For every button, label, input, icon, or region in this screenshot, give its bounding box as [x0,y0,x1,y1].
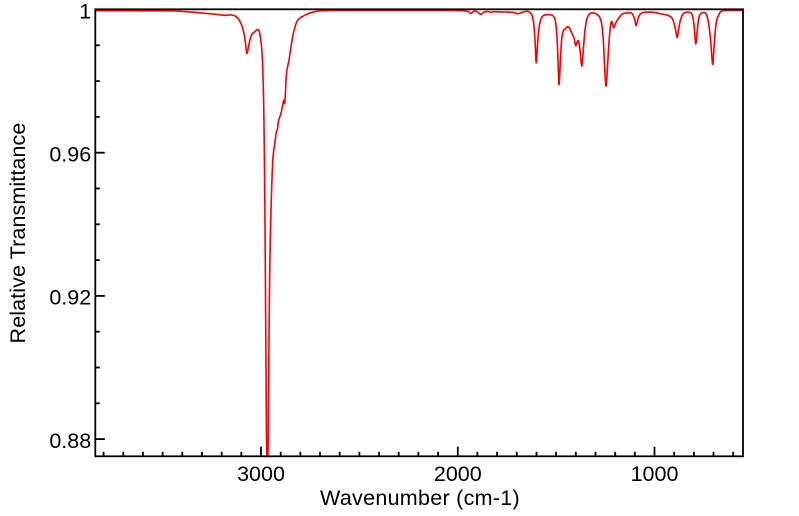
svg-text:0.88: 0.88 [49,429,91,453]
svg-text:0.96: 0.96 [49,143,91,167]
svg-text:2000: 2000 [434,462,482,486]
svg-text:0.92: 0.92 [49,286,91,310]
svg-text:1000: 1000 [631,462,679,486]
svg-text:3000: 3000 [237,462,285,486]
svg-text:1: 1 [79,0,91,23]
svg-text:Relative Transmittance: Relative Transmittance [6,123,30,344]
svg-text:Wavenumber (cm-1): Wavenumber (cm-1) [320,486,520,510]
